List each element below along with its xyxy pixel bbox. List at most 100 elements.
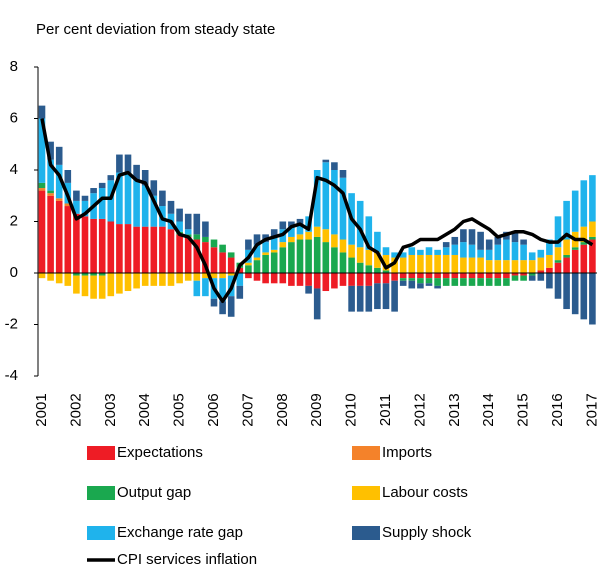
bar-segment — [81, 200, 89, 217]
x-tick-label: 2007 — [239, 393, 256, 426]
bar-segment — [64, 273, 72, 286]
bar-segment — [253, 244, 261, 258]
bar-segment — [73, 273, 80, 276]
bar-segment — [511, 231, 519, 243]
bar-segment — [219, 252, 226, 273]
bar-segment — [391, 280, 398, 312]
line-series — [40, 118, 594, 304]
bar-segment — [339, 252, 347, 273]
bar-segment — [331, 234, 338, 248]
bar-segment — [81, 216, 89, 273]
bar-segment — [425, 278, 433, 284]
bar-segment — [563, 257, 570, 273]
bar-segment — [133, 273, 140, 289]
bar-segment — [270, 249, 278, 253]
bar-segment — [589, 236, 596, 240]
y-tick-label: 8 — [10, 58, 18, 75]
bar-segment — [356, 285, 364, 312]
x-tick-label: 2001 — [33, 393, 50, 426]
bar-segment — [176, 208, 183, 222]
bar-segment — [485, 278, 493, 286]
bar-segment — [167, 273, 175, 286]
bar-segment — [339, 177, 347, 240]
bar-segment — [391, 252, 398, 258]
bar-segment — [503, 278, 510, 286]
bar-segment — [520, 275, 527, 281]
bar-segment — [382, 247, 390, 255]
bar-segment — [262, 273, 269, 284]
bar-segment — [485, 239, 493, 250]
bar-segment — [98, 218, 106, 273]
bar-segment — [38, 190, 46, 273]
bar-segment — [98, 273, 106, 276]
bar-segment — [580, 180, 588, 227]
bar-segment — [563, 254, 570, 258]
x-tick-label: 2003 — [102, 393, 119, 426]
bar-segment — [288, 221, 295, 227]
bar-segment — [202, 242, 209, 273]
bar-segment — [503, 273, 510, 279]
bar-segment — [305, 231, 312, 240]
bar-segment — [589, 175, 596, 222]
x-tick-label: 2005 — [171, 393, 188, 426]
bar-segment — [417, 283, 424, 289]
bar-segment — [511, 273, 519, 276]
bar-segment — [356, 262, 364, 273]
bar-segment — [296, 273, 304, 286]
bar-segment — [184, 229, 192, 235]
bar-segment — [245, 262, 252, 266]
bar-segment — [270, 273, 278, 284]
bar-segment — [73, 213, 80, 273]
bar-segment — [107, 180, 115, 222]
bar-segment — [313, 288, 321, 320]
bar-segment — [408, 278, 416, 281]
bar-segment — [253, 234, 261, 245]
bar-segment — [451, 254, 459, 273]
bar-segment — [451, 236, 459, 245]
y-tick-label: -4 — [5, 367, 18, 384]
bar-segment — [537, 273, 545, 281]
bar-segment — [408, 247, 416, 255]
bar-segment — [253, 273, 261, 281]
bar-segment — [494, 278, 502, 286]
legend-label: Expectations — [117, 444, 203, 461]
bar-segment — [227, 257, 235, 273]
bar-segment — [98, 188, 106, 219]
bar-segment — [133, 164, 140, 181]
bar-segment — [468, 244, 476, 258]
x-tick-label: 2006 — [205, 393, 222, 426]
bar-segment — [47, 159, 54, 191]
bar-segment — [270, 236, 278, 250]
bar-segment — [520, 260, 527, 273]
bar-segment — [382, 270, 390, 273]
bar-segment — [219, 301, 226, 315]
x-tick-label: 2014 — [480, 393, 497, 426]
bar-segment — [528, 260, 536, 273]
bar-segment — [150, 273, 158, 286]
bar-segment — [425, 273, 433, 279]
legend-swatch — [87, 526, 115, 540]
bar-segment — [399, 257, 407, 273]
bar-segment — [382, 283, 390, 310]
bar-segment — [313, 170, 321, 227]
bar-segment — [150, 180, 158, 196]
bar-segment — [313, 273, 321, 289]
bar-segment — [193, 234, 201, 240]
bar-segment — [571, 273, 579, 315]
bar-segment — [150, 226, 158, 273]
bar-segment — [176, 234, 183, 273]
bar-segment — [64, 170, 72, 183]
bar-segment — [322, 229, 330, 243]
bar-segment — [425, 254, 433, 273]
legend-label: Labour costs — [382, 484, 468, 501]
bar-segment — [442, 242, 450, 248]
bar-segment — [124, 172, 132, 225]
bar-segment — [159, 273, 166, 286]
bar-segment — [227, 252, 235, 258]
bar-segment — [477, 273, 484, 279]
bar-segment — [202, 278, 209, 297]
bar-segment — [417, 249, 424, 255]
bar-segment — [417, 273, 424, 279]
legend-swatch — [87, 446, 115, 460]
bar-segment — [503, 260, 510, 273]
